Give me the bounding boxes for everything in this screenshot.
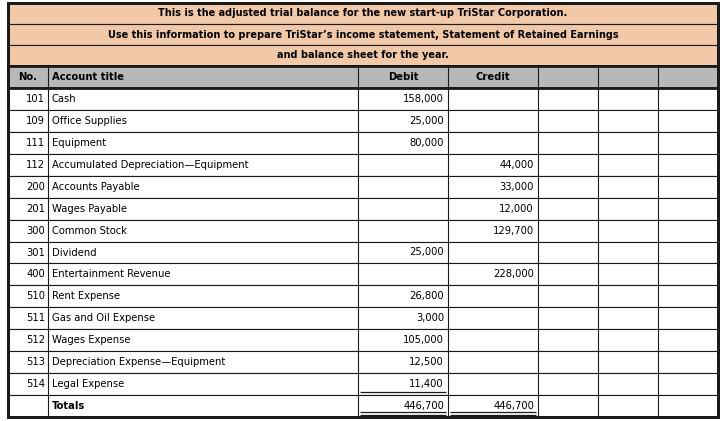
Text: 513: 513 (26, 357, 45, 367)
Text: 44,000: 44,000 (499, 160, 534, 170)
Text: This is the adjusted trial balance for the new start-up TriStar Corporation.: This is the adjusted trial balance for t… (159, 8, 568, 19)
Text: 200: 200 (26, 182, 45, 192)
Text: 512: 512 (26, 335, 45, 345)
Bar (8, 264, 718, 285)
Text: Debit: Debit (388, 72, 419, 82)
Text: Depreciation Expense—Equipment: Depreciation Expense—Equipment (52, 357, 225, 367)
Text: Cash: Cash (52, 94, 76, 104)
Text: 25,000: 25,000 (409, 248, 444, 258)
Text: 514: 514 (26, 379, 45, 389)
Bar (8, 176, 718, 198)
Bar (8, 351, 718, 373)
Text: 301: 301 (26, 248, 45, 258)
Text: Use this information to prepare TriStar’s income statement, Statement of Retaine: Use this information to prepare TriStar’… (108, 29, 618, 40)
Text: Wages Payable: Wages Payable (52, 204, 127, 213)
Text: Entertainment Revenue: Entertainment Revenue (52, 269, 170, 280)
Text: 33,000: 33,000 (499, 182, 534, 192)
Text: Dividend: Dividend (52, 248, 97, 258)
Text: Gas and Oil Expense: Gas and Oil Expense (52, 313, 155, 323)
Text: Common Stock: Common Stock (52, 226, 127, 236)
Text: 26,800: 26,800 (409, 291, 444, 301)
Bar (8, 285, 718, 307)
Bar (8, 198, 718, 220)
Bar (8, 110, 718, 132)
Text: 11,400: 11,400 (409, 379, 444, 389)
Bar (8, 132, 718, 154)
Text: Account title: Account title (52, 72, 124, 82)
Bar (8, 45, 718, 66)
Bar (8, 88, 718, 417)
Bar (8, 154, 718, 176)
Text: 228,000: 228,000 (493, 269, 534, 280)
Text: 3,000: 3,000 (416, 313, 444, 323)
Text: Accumulated Depreciation—Equipment: Accumulated Depreciation—Equipment (52, 160, 248, 170)
Bar (8, 307, 718, 329)
Text: and balance sheet for the year.: and balance sheet for the year. (277, 51, 449, 61)
Text: 109: 109 (26, 116, 45, 126)
Text: 12,000: 12,000 (499, 204, 534, 213)
Text: Totals: Totals (52, 401, 85, 411)
Text: 80,000: 80,000 (410, 138, 444, 148)
Text: 446,700: 446,700 (403, 401, 444, 411)
Text: 101: 101 (26, 94, 45, 104)
Text: Rent Expense: Rent Expense (52, 291, 120, 301)
Bar (8, 373, 718, 395)
Text: Wages Expense: Wages Expense (52, 335, 130, 345)
Text: 446,700: 446,700 (493, 401, 534, 411)
Bar (8, 395, 718, 417)
Text: Equipment: Equipment (52, 138, 106, 148)
Bar (8, 220, 718, 242)
Text: 158,000: 158,000 (403, 94, 444, 104)
Text: Accounts Payable: Accounts Payable (52, 182, 140, 192)
Text: 12,500: 12,500 (409, 357, 444, 367)
Text: 129,700: 129,700 (493, 226, 534, 236)
Text: 111: 111 (26, 138, 45, 148)
Bar (8, 24, 718, 45)
Text: 25,000: 25,000 (409, 116, 444, 126)
Text: 112: 112 (26, 160, 45, 170)
Text: No.: No. (18, 72, 38, 82)
Bar (8, 329, 718, 351)
Bar (8, 66, 718, 88)
Bar (8, 3, 718, 66)
Text: 511: 511 (26, 313, 45, 323)
Text: 201: 201 (26, 204, 45, 213)
Text: 400: 400 (26, 269, 45, 280)
Text: Office Supplies: Office Supplies (52, 116, 127, 126)
Bar (8, 66, 718, 88)
Text: 105,000: 105,000 (403, 335, 444, 345)
Text: Credit: Credit (475, 72, 510, 82)
Bar (8, 3, 718, 24)
Bar (8, 88, 718, 110)
Text: 510: 510 (26, 291, 45, 301)
Text: 300: 300 (26, 226, 45, 236)
Text: Legal Expense: Legal Expense (52, 379, 124, 389)
Bar (8, 242, 718, 264)
